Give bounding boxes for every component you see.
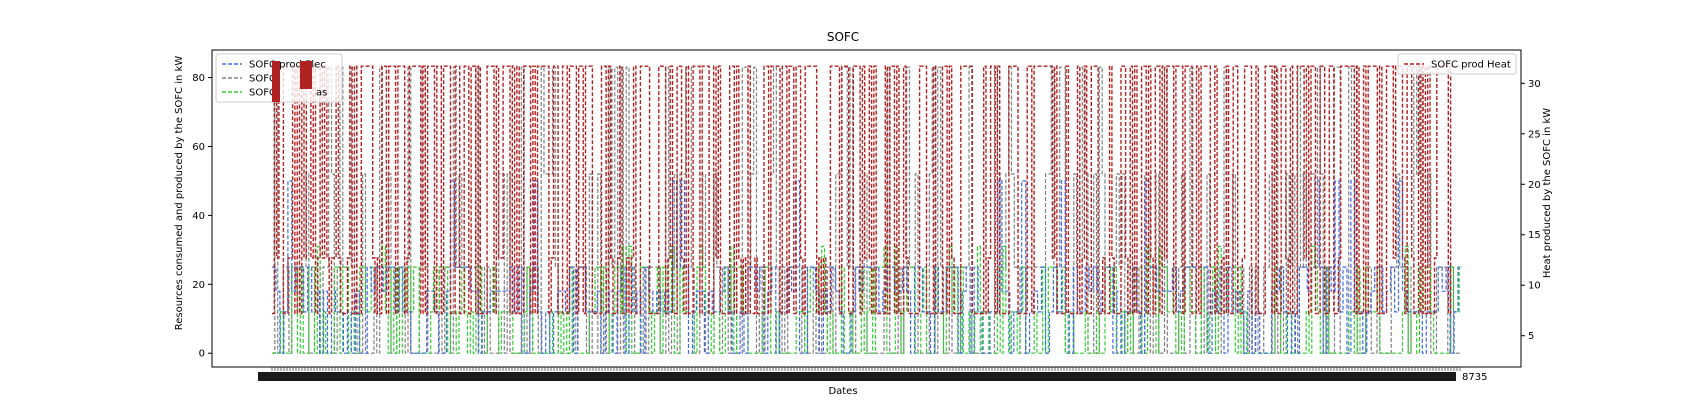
- y-left-tick-label: 0: [199, 349, 205, 360]
- legend-left-partial-label: as: [316, 88, 327, 99]
- y-right-tick-label: 30: [1528, 79, 1541, 90]
- x-tick-label-last: 8735: [1462, 372, 1487, 383]
- y-right-tick-label: 5: [1528, 331, 1534, 342]
- axes: 0 20 40 60 80 5 10 15 20 25 30 8735: [192, 49, 1541, 383]
- legend-left-label: SOFC prod Elec: [249, 60, 326, 71]
- y-right-tick-label: 15: [1528, 230, 1541, 241]
- legend-left-label: SOFC: [249, 74, 276, 85]
- chart-title: SOFC: [827, 30, 859, 44]
- plot-frame: [211, 49, 1522, 368]
- legend-left-label: SOFC: [249, 88, 276, 99]
- y-left-tick-label: 80: [192, 73, 205, 84]
- y-right-tick-label: 20: [1528, 180, 1541, 191]
- series-line-sofc-green: [272, 245, 1462, 354]
- legends: SOFC prod Elec SOFC SOFC as SOFC prod Heat: [215, 53, 1517, 103]
- y-axis-right-label: Heat produced by the SOFC in kW: [1542, 108, 1553, 278]
- x-axis-label: Dates: [828, 386, 857, 397]
- legend-right-label: SOFC prod Heat: [1431, 60, 1511, 71]
- y-right-tick-label: 10: [1528, 281, 1541, 292]
- legend-right-box: [1397, 53, 1517, 75]
- y-left-tick-label: 20: [192, 280, 205, 291]
- heat-overdraw: [272, 61, 280, 102]
- y-axis-left-label: Resources consumed and produced by the S…: [174, 56, 185, 331]
- heat-overdraw: [300, 61, 312, 89]
- y-left-tick-label: 60: [192, 142, 205, 153]
- series-line-sofc-prod-heat: [272, 65, 1462, 315]
- x-tick-labels-overlap: [258, 372, 1456, 381]
- plot-area: [272, 65, 1462, 354]
- y-right-tick-label: 25: [1528, 129, 1541, 140]
- y-left-tick-label: 40: [192, 211, 205, 222]
